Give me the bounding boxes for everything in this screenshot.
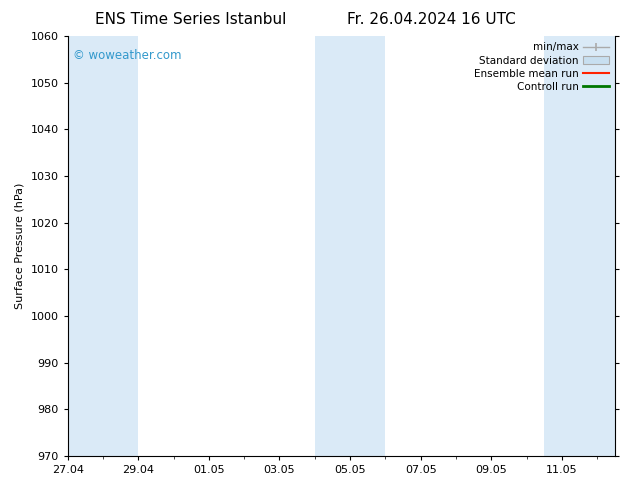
Bar [68,36,103,456]
Y-axis label: Surface Pressure (hPa): Surface Pressure (hPa) [15,183,25,309]
Bar [579,36,615,456]
Bar [315,36,385,456]
Text: ENS Time Series Istanbul: ENS Time Series Istanbul [94,12,286,27]
Text: Fr. 26.04.2024 16 UTC: Fr. 26.04.2024 16 UTC [347,12,515,27]
Text: © woweather.com: © woweather.com [73,49,182,62]
Legend: min/max, Standard deviation, Ensemble mean run, Controll run: min/max, Standard deviation, Ensemble me… [469,38,612,96]
Bar [544,36,579,456]
Bar [103,36,138,456]
